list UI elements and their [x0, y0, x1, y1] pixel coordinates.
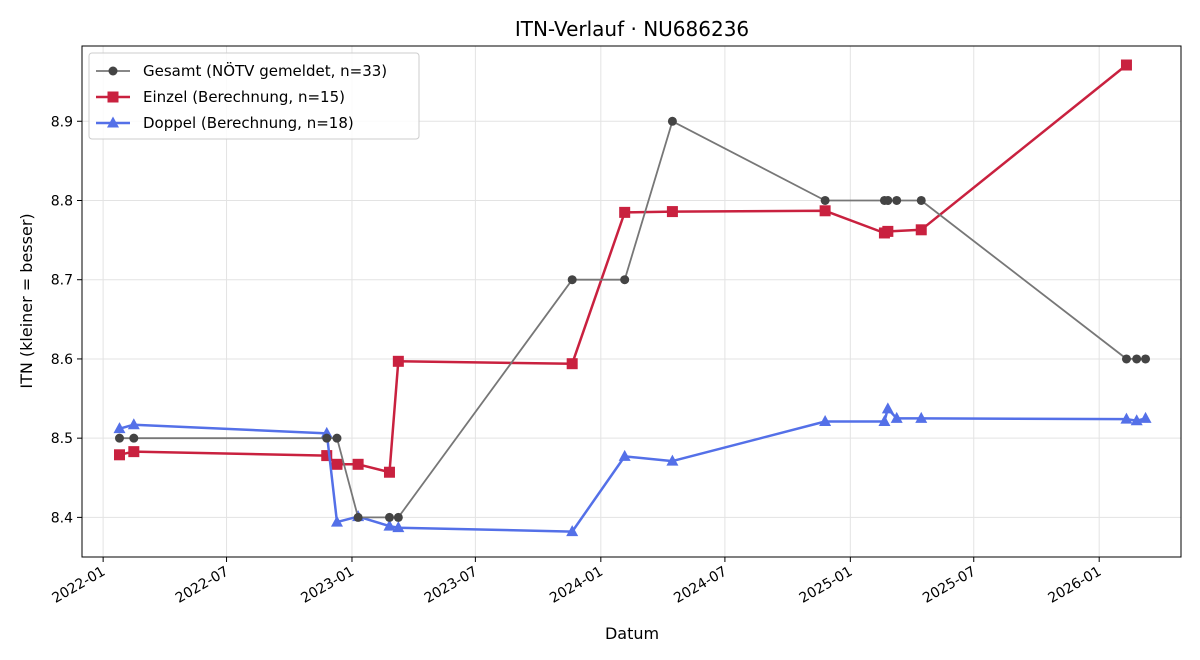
doppel-point [666, 454, 679, 466]
gesamt-point [916, 195, 926, 205]
doppel-point [915, 411, 928, 423]
legend-swatch-marker [108, 66, 118, 76]
einzel-point [666, 206, 678, 218]
einzel-point [1120, 59, 1132, 71]
gesamt-point [667, 116, 677, 126]
doppel-point [127, 418, 140, 430]
gesamt-point [620, 275, 630, 285]
legend-swatch-marker [107, 91, 119, 103]
doppel-point [890, 411, 903, 423]
gesamt-point [1121, 354, 1131, 364]
chart-title: ITN-Verlauf · NU686236 [515, 17, 749, 41]
doppel-point [1130, 414, 1143, 426]
einzel-point [619, 206, 631, 218]
legend-label: Einzel (Berechnung, n=15) [143, 88, 345, 106]
doppel-point [819, 415, 832, 427]
gesamt-point [384, 512, 394, 522]
doppel-point [113, 422, 126, 434]
einzel-point [352, 458, 364, 470]
doppel-point [1139, 411, 1152, 423]
gesamt-point [1132, 354, 1142, 364]
gesamt-point [883, 195, 893, 205]
legend-label: Gesamt (NÖTV gemeldet, n=33) [143, 61, 387, 80]
y-tick-label: 8.4 [51, 510, 73, 526]
gesamt-point [1141, 354, 1151, 364]
einzel-point [128, 446, 140, 458]
gesamt-point [892, 195, 902, 205]
legend-swatch-marker [107, 116, 119, 128]
doppel-point [392, 521, 405, 533]
gesamt-point [114, 433, 124, 443]
legend: Gesamt (NÖTV gemeldet, n=33) Einzel (Bere… [88, 52, 420, 140]
y-tick-label: 8.8 [51, 193, 73, 209]
y-axis-label: ITN (kleiner = besser) [17, 213, 36, 388]
doppel-point [1120, 412, 1133, 424]
doppel-point [566, 525, 579, 537]
x-axis-label: Datum [605, 624, 659, 643]
legend-label: Doppel (Berechnung, n=18) [143, 114, 354, 132]
doppel-point [878, 415, 891, 427]
plot-frame [81, 45, 1182, 558]
series-doppel [113, 402, 1152, 537]
gesamt-point [353, 512, 363, 522]
legend-box [88, 52, 420, 140]
einzel-point [819, 205, 831, 217]
einzel-point [321, 450, 333, 462]
einzel-point [566, 358, 578, 370]
doppel-point [881, 402, 894, 414]
y-tick-label: 8.6 [51, 352, 73, 368]
y-tick-label: 8.9 [51, 114, 73, 130]
einzel-point [383, 466, 395, 478]
gesamt-point [393, 512, 403, 522]
doppel-point [330, 515, 343, 527]
series-layer [113, 59, 1152, 537]
y-tick-label: 8.5 [51, 431, 73, 447]
y-tick-label: 8.7 [51, 273, 73, 289]
einzel-point [392, 355, 404, 367]
einzel-point [915, 224, 927, 236]
gesamt-point [567, 275, 577, 285]
y-axis: 8.4 8.5 8.6 8.7 8.8 8.9 [51, 114, 82, 526]
doppel-point [618, 449, 631, 461]
gesamt-point [332, 433, 342, 443]
doppel-point [383, 519, 396, 531]
einzel-point [882, 225, 894, 237]
doppel-line [119, 407, 1146, 533]
series-gesamt [114, 116, 1151, 522]
gesamt-point [129, 433, 139, 443]
gesamt-point [820, 195, 830, 205]
gesamt-point [322, 433, 332, 443]
einzel-point [331, 458, 343, 470]
einzel-point [113, 449, 125, 461]
